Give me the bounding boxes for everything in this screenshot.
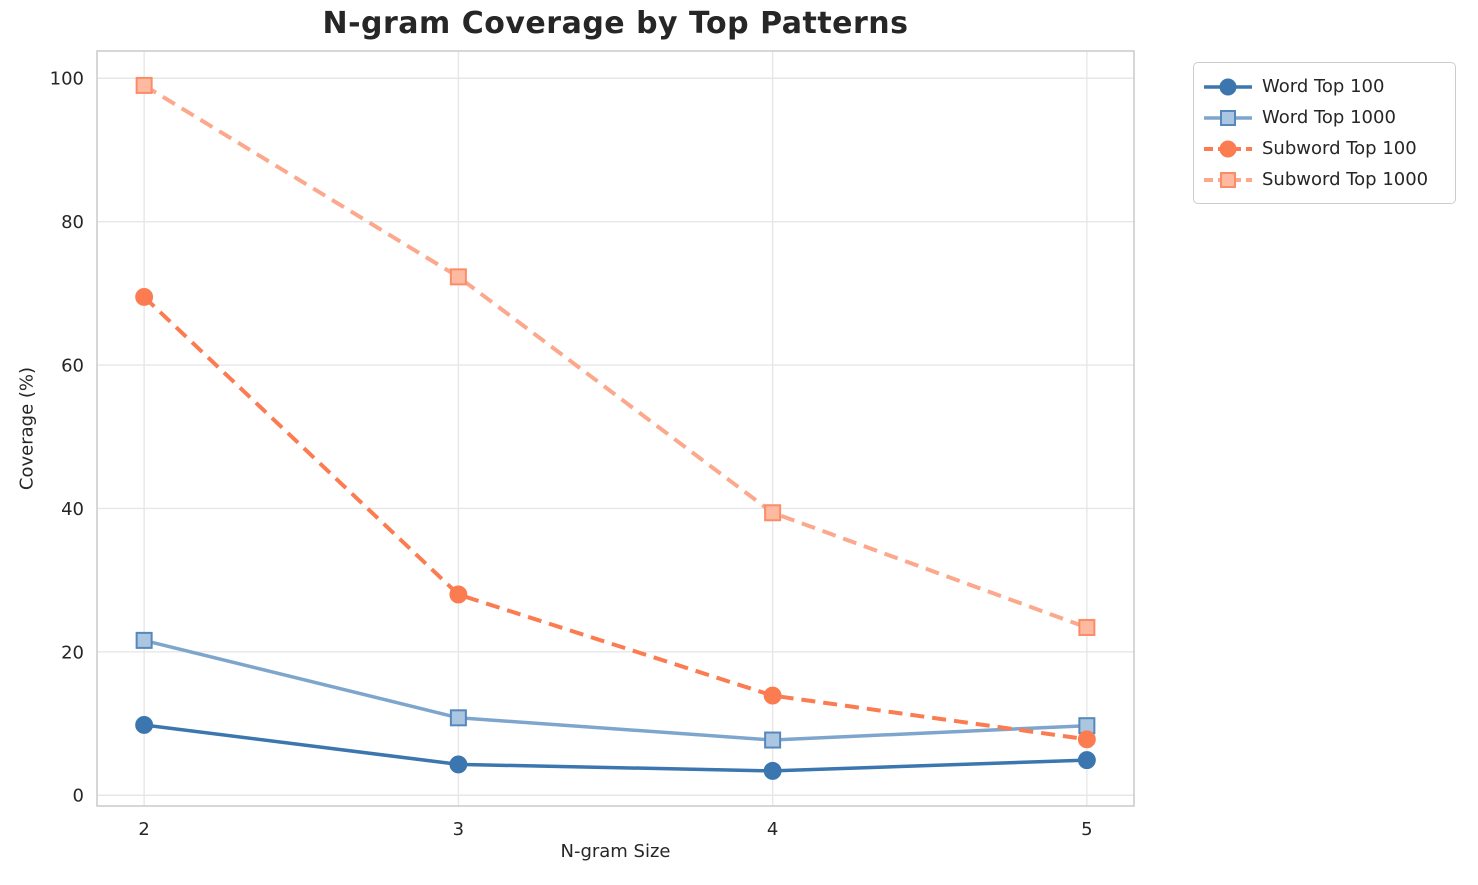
- marker-subword-top-1000-x4: [764, 504, 782, 522]
- marker-subword-top-100-x2: [135, 287, 154, 306]
- legend-marker-icon: [1220, 171, 1236, 188]
- legend-label: Word Top 100: [1262, 76, 1385, 97]
- marker-word-top-1000-x4: [764, 731, 782, 749]
- legend-marker-icon: [1219, 140, 1237, 157]
- marker-word-top-100-x2: [135, 716, 154, 734]
- y-tick-label-80: 80: [61, 212, 84, 233]
- x-tick-label-4: 4: [767, 819, 778, 840]
- legend-marker-icon: [1220, 109, 1236, 126]
- marker-word-top-1000-x3: [449, 709, 467, 727]
- y-tick-label-60: 60: [61, 356, 84, 377]
- marker-subword-top-1000-x3: [449, 268, 467, 286]
- chart-title: N-gram Coverage by Top Patterns: [322, 6, 909, 41]
- marker-subword-top-100-x5: [1077, 730, 1096, 749]
- plot-border: [96, 50, 1135, 807]
- legend-marker-icon: [1219, 78, 1237, 95]
- marker-subword-top-1000-x5: [1078, 618, 1096, 636]
- series-line-word-top-1000: [143, 638, 1087, 742]
- legend-item-subword-top-100: Subword Top 100: [1202, 133, 1445, 164]
- legend-item-word-top-100: Word Top 100: [1202, 71, 1445, 102]
- marker-word-top-100-x3: [449, 755, 468, 774]
- y-tick-label-20: 20: [61, 642, 84, 663]
- legend: Word Top 100 Word Top 1000 Subword Top 1…: [1193, 62, 1456, 204]
- y-tick-label-100: 100: [50, 69, 84, 90]
- series-line-subword-top-100: [142, 295, 1088, 742]
- marker-word-top-100-x5: [1077, 751, 1096, 770]
- series-line-word-top-100: [143, 723, 1087, 773]
- legend-item-subword-top-1000: Subword Top 1000: [1202, 164, 1445, 195]
- legend-label: Word Top 1000: [1262, 107, 1396, 128]
- x-tick-label-3: 3: [453, 819, 464, 840]
- marker-word-top-1000-x2: [135, 631, 153, 649]
- x-tick-label-5: 5: [1081, 819, 1092, 840]
- marker-subword-top-100-x3: [449, 585, 468, 604]
- legend-sample-line-marker-icon: [1204, 78, 1252, 95]
- legend-sample-line-marker-icon: [1204, 140, 1252, 157]
- x-tick-label-2: 2: [138, 819, 149, 840]
- y-tick-label-40: 40: [61, 499, 84, 520]
- legend-item-word-top-1000: Word Top 1000: [1202, 102, 1445, 133]
- legend-sample-line-marker-icon: [1204, 171, 1252, 188]
- legend-label: Subword Top 1000: [1262, 169, 1429, 190]
- legend-label: Subword Top 100: [1262, 138, 1417, 159]
- y-axis-label: Coverage (%): [16, 366, 38, 491]
- marker-word-top-100-x4: [763, 761, 782, 780]
- y-tick-label-0: 0: [73, 786, 84, 807]
- marker-subword-top-1000-x2: [135, 76, 153, 94]
- series-line-subword-top-1000: [143, 83, 1088, 630]
- x-axis-label: N-gram Size: [560, 841, 671, 862]
- legend-sample-line-marker-icon: [1204, 109, 1252, 126]
- marker-subword-top-100-x4: [763, 686, 782, 705]
